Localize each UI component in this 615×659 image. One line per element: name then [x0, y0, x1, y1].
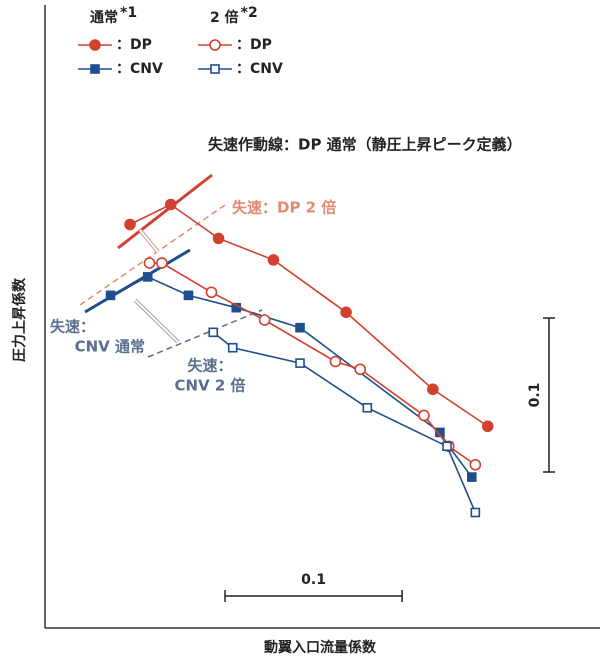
- series-line: [110, 275, 473, 478]
- marker: [205, 286, 218, 299]
- marker: [467, 472, 477, 482]
- marker: [183, 290, 194, 301]
- marker: [354, 363, 367, 376]
- marker: [258, 314, 271, 326]
- annotation: 失速：DP 2 倍: [232, 199, 336, 217]
- marker: [105, 290, 116, 301]
- marker: [295, 358, 305, 368]
- marker: [143, 257, 156, 269]
- legend-label: ：DP: [236, 37, 272, 53]
- legend-group-note: *2: [241, 5, 258, 21]
- marker: [208, 327, 219, 338]
- legend-label: ：DP: [116, 37, 152, 53]
- marker: [267, 254, 280, 266]
- x-axis-label: 動翼入口流量係数: [264, 639, 377, 656]
- legend-marker: [210, 64, 220, 74]
- arrow: [134, 299, 179, 343]
- legend-group-title: 2 倍: [210, 9, 239, 26]
- arrow: [139, 229, 159, 253]
- marker: [427, 383, 439, 396]
- marker: [227, 342, 238, 353]
- marker: [469, 458, 482, 471]
- annotation: 失速：: [187, 357, 232, 375]
- annotation: CNV 2 倍: [174, 377, 245, 395]
- marker: [340, 306, 352, 319]
- stall-line: [84, 248, 191, 314]
- legend-group-note: *1: [120, 5, 137, 21]
- marker: [124, 218, 136, 231]
- legend-marker: [209, 39, 221, 51]
- series-line: [212, 331, 477, 513]
- y-axis-label: 圧力上昇係数: [11, 277, 28, 362]
- marker: [295, 322, 305, 333]
- marker: [442, 441, 452, 452]
- annotation: CNV 通常: [75, 338, 145, 356]
- annotation: 失速作動線：DP 通常（静圧上昇ピーク定義）: [208, 136, 522, 154]
- scale-label: 0.1: [301, 572, 326, 588]
- legend-group-title: 通常: [90, 9, 118, 26]
- marker: [329, 355, 342, 368]
- marker: [418, 409, 430, 422]
- marker: [164, 198, 177, 211]
- marker: [470, 507, 481, 518]
- scale-label: 0.1: [527, 383, 543, 408]
- stall-line: [147, 309, 263, 358]
- marker: [212, 232, 225, 245]
- stall-line: [117, 173, 213, 250]
- legend-label: ：CNV: [236, 61, 283, 77]
- legend-marker: [89, 39, 101, 51]
- marker: [481, 420, 494, 433]
- legend-marker: [90, 64, 100, 74]
- legend-label: ：CNV: [116, 61, 163, 77]
- marker: [156, 257, 168, 269]
- marker: [142, 272, 153, 282]
- annotation: 失速：: [50, 318, 95, 336]
- marker: [362, 402, 373, 413]
